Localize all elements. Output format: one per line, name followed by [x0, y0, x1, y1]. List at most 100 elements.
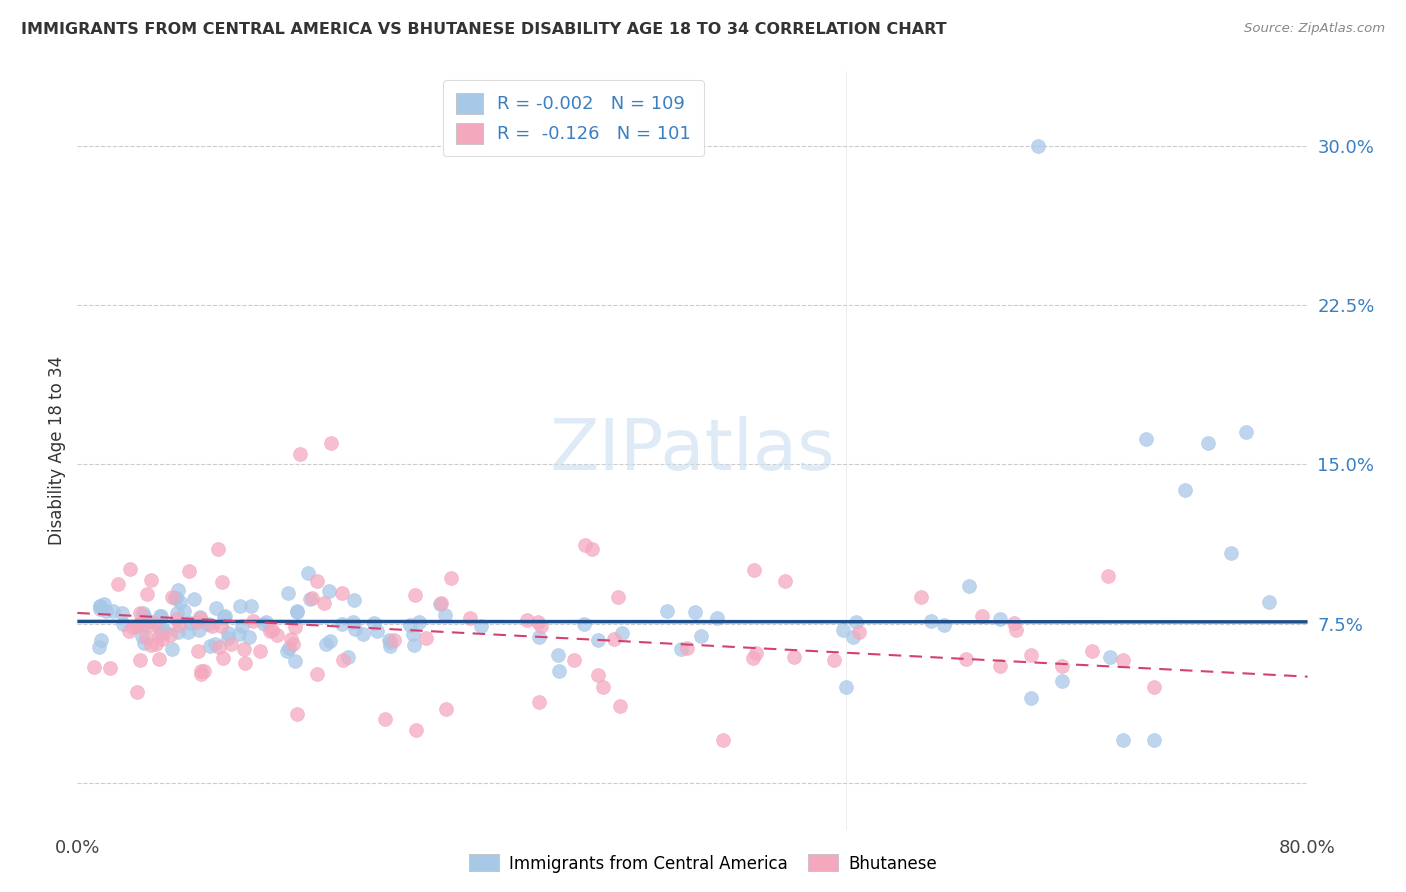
Point [337, 650, 360, 665]
Point [290, 447, 312, 461]
Point [135, 630, 157, 644]
Point [240, 599, 263, 613]
Point [101, 604, 124, 618]
Point [150, 622, 173, 636]
Point [284, 620, 307, 634]
Point [228, 626, 250, 640]
Point [458, 611, 481, 625]
Point [352, 627, 374, 641]
Point [204, 637, 226, 651]
Point [330, 616, 353, 631]
Point [141, 573, 163, 587]
Point [842, 631, 865, 645]
Point [128, 606, 150, 620]
Point [260, 624, 283, 638]
Point [711, 733, 734, 747]
Point [280, 632, 302, 647]
Point [160, 590, 183, 604]
Point [132, 606, 155, 620]
Point [208, 640, 231, 654]
Point [285, 605, 308, 619]
Point [1112, 733, 1135, 747]
Point [955, 652, 977, 666]
Point [378, 634, 401, 648]
Point [745, 646, 768, 660]
Point [318, 584, 340, 599]
Point [415, 631, 437, 645]
Point [773, 574, 796, 588]
Point [165, 591, 187, 605]
Point [167, 624, 190, 639]
Point [848, 624, 870, 639]
Point [207, 541, 229, 556]
Point [402, 639, 425, 653]
Point [159, 628, 181, 642]
Point [607, 590, 630, 604]
Point [188, 623, 211, 637]
Point [1219, 546, 1241, 560]
Point [201, 619, 224, 633]
Point [527, 695, 550, 709]
Point [277, 586, 299, 600]
Point [233, 656, 256, 670]
Point [586, 668, 609, 682]
Point [153, 624, 176, 639]
Point [1081, 644, 1104, 658]
Point [1002, 616, 1025, 631]
Point [374, 712, 396, 726]
Point [128, 616, 150, 631]
Point [610, 625, 633, 640]
Point [138, 615, 160, 629]
Point [683, 606, 706, 620]
Point [405, 723, 427, 737]
Point [609, 698, 631, 713]
Legend: Immigrants from Central America, Bhutanese: Immigrants from Central America, Bhutane… [463, 847, 943, 880]
Point [278, 641, 301, 656]
Point [675, 640, 697, 655]
Point [212, 610, 235, 624]
Point [429, 597, 451, 611]
Point [107, 576, 129, 591]
Point [212, 651, 235, 665]
Point [592, 680, 614, 694]
Point [527, 615, 550, 630]
Point [1258, 595, 1281, 609]
Text: ZIPatlas: ZIPatlas [550, 416, 835, 485]
Point [404, 588, 426, 602]
Point [200, 639, 222, 653]
Point [211, 575, 233, 590]
Point [98, 660, 121, 674]
Point [284, 654, 307, 668]
Point [562, 653, 585, 667]
Point [219, 637, 242, 651]
Point [603, 632, 626, 646]
Point [150, 624, 173, 639]
Point [436, 701, 458, 715]
Point [205, 601, 228, 615]
Point [228, 599, 250, 613]
Point [118, 624, 141, 638]
Point [742, 651, 765, 665]
Point [307, 574, 329, 589]
Point [253, 617, 276, 632]
Point [160, 642, 183, 657]
Point [93, 597, 115, 611]
Point [1019, 690, 1042, 705]
Point [238, 630, 260, 644]
Point [440, 571, 463, 585]
Point [1197, 436, 1219, 450]
Point [285, 706, 308, 721]
Point [581, 542, 603, 557]
Point [217, 631, 239, 645]
Point [988, 612, 1011, 626]
Point [231, 619, 253, 633]
Point [957, 579, 980, 593]
Point [285, 604, 308, 618]
Point [1097, 568, 1119, 582]
Point [344, 622, 367, 636]
Point [1112, 653, 1135, 667]
Point [315, 637, 337, 651]
Point [166, 606, 188, 620]
Point [1099, 650, 1122, 665]
Point [259, 624, 281, 638]
